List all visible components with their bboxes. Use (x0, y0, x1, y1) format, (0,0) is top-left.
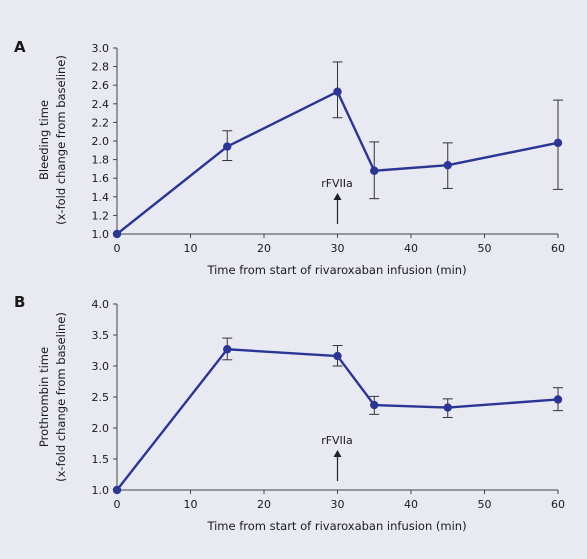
y-tick-label-a: 1.4 (92, 191, 110, 204)
data-point-b (370, 400, 379, 410)
panel-a: A Bleeding time (x-fold change from base… (14, 38, 565, 277)
y-axis-title-line1-a: Bleeding time (37, 100, 51, 180)
y-tick-label-b: 1.0 (92, 484, 110, 497)
y-tick-label-a: 2.8 (92, 61, 110, 74)
annotation-label-b: rFVIIa (321, 434, 353, 447)
x-tick-label-a: 10 (184, 242, 198, 255)
y-tick-label-a: 1.8 (92, 154, 110, 167)
data-point-a (223, 142, 232, 151)
data-point-b (333, 351, 342, 361)
data-point-b (553, 395, 563, 404)
x-tick-label-b: 20 (257, 498, 271, 511)
y-tick-label-a: 1.0 (92, 228, 110, 241)
data-point-b (443, 403, 452, 412)
panel-b: B Prothrombin time (x-fold change from b… (14, 293, 565, 533)
x-tick-label-a: 30 (331, 242, 345, 255)
data-point-a (553, 138, 563, 148)
y-tick-label-b: 3.0 (92, 360, 110, 373)
y-tick-label-a: 2.6 (92, 79, 110, 92)
x-tick-label-a: 20 (257, 242, 271, 255)
x-tick-label-b: 50 (478, 498, 492, 511)
y-tick-label-a: 1.2 (92, 209, 110, 222)
x-tick-label-a: 40 (404, 242, 418, 255)
x-tick-label-b: 30 (331, 498, 345, 511)
annotation-label-a: rFVIIa (321, 177, 353, 190)
y-axis-title-b: Prothrombin time (x-fold change from bas… (37, 312, 68, 482)
x-tick-label-b: 0 (114, 498, 121, 511)
annotation-arrow-head-a (333, 193, 342, 200)
x-axis-title-b: Time from start of rivaroxaban infusion … (206, 519, 466, 533)
data-point-a (370, 166, 379, 175)
y-axis-title-a: Bleeding time (x-fold change from baseli… (37, 55, 68, 225)
data-point-b (223, 345, 232, 354)
data-point-a (333, 87, 342, 96)
x-tick-label-a: 50 (478, 242, 492, 255)
x-tick-label-b: 10 (184, 498, 198, 511)
y-tick-label-b: 3.5 (92, 329, 110, 342)
series-line-a (116, 90, 559, 235)
y-tick-label-b: 2.5 (92, 391, 110, 404)
annotation-arrow-head-b (333, 450, 342, 457)
y-tick-label-a: 2.4 (92, 98, 110, 111)
y-tick-label-a: 2.0 (92, 135, 110, 148)
y-tick-label-b: 2.0 (92, 422, 110, 435)
y-axis-title-line1-b: Prothrombin time (37, 347, 51, 447)
x-tick-label-b: 40 (404, 498, 418, 511)
y-tick-label-b: 4.0 (92, 298, 110, 311)
x-tick-label-a: 0 (114, 242, 121, 255)
y-tick-label-a: 1.6 (92, 172, 110, 185)
y-axis-title-line2-a: (x-fold change from baseline) (54, 55, 68, 225)
y-tick-label-b: 1.5 (92, 453, 110, 466)
data-point-a (112, 229, 122, 239)
y-tick-label-a: 3.0 (92, 42, 110, 55)
x-tick-label-b: 60 (551, 498, 565, 511)
x-tick-label-a: 60 (551, 242, 565, 255)
panel-label-b: B (14, 293, 25, 311)
y-axis-title-line2-b: (x-fold change from baseline) (54, 312, 68, 482)
series-line-b (116, 348, 559, 491)
data-point-b (112, 485, 122, 495)
y-tick-label-a: 2.2 (92, 116, 110, 129)
data-point-a (443, 160, 452, 170)
x-axis-title-a: Time from start of rivaroxaban infusion … (206, 263, 466, 277)
panel-label-a: A (14, 38, 26, 56)
